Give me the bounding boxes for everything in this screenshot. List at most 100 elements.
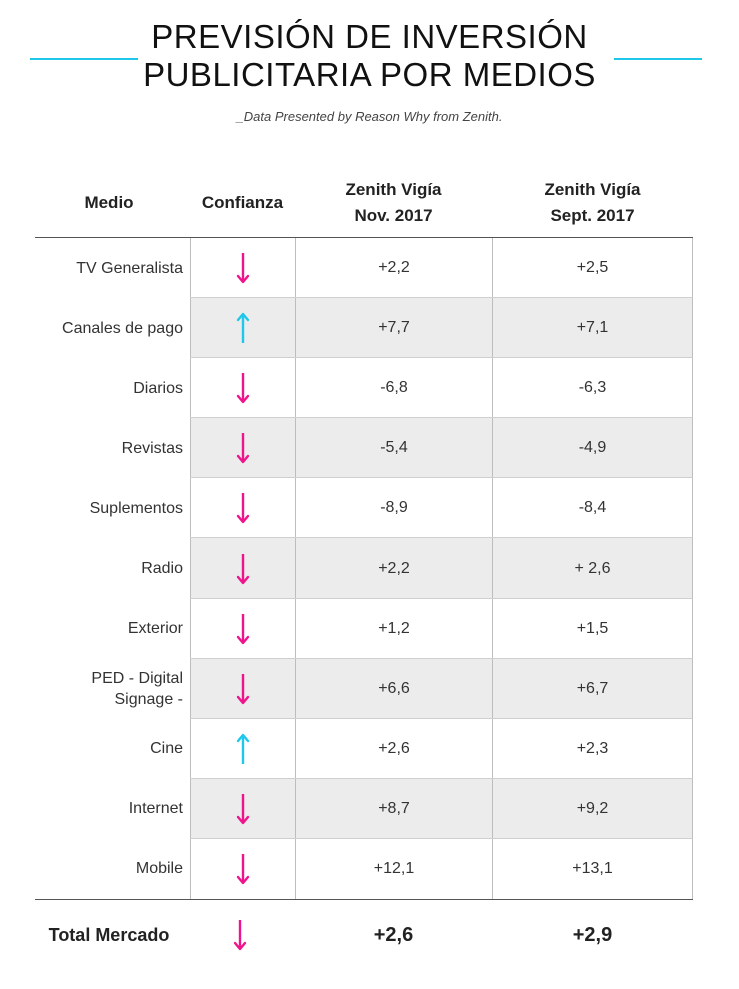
row-medio-label: Diarios: [133, 379, 183, 397]
header-nov: Zenith Vigía Nov. 2017: [295, 170, 492, 236]
row-confianza-cell: [190, 238, 295, 299]
total-confianza-arrow-cell: [190, 900, 290, 970]
total-label: Total Mercado: [48, 924, 170, 945]
row-separator: [190, 537, 693, 539]
row-confianza-cell: [190, 778, 295, 839]
arrow-down-icon: [236, 853, 250, 885]
arrow-down-icon: [236, 613, 250, 644]
table-row: Exterior +1,2 +1,5: [0, 598, 739, 659]
table-row: Canales de pago +7,7 +7,1: [0, 298, 739, 359]
row-sept-value: -6,3: [492, 358, 693, 419]
header-nov-line2: Nov. 2017: [354, 206, 433, 225]
arrow-down-icon: [236, 493, 250, 524]
row-confianza-cell: [190, 838, 295, 900]
row-medio-label: Mobile: [135, 860, 183, 878]
header-confianza: Confianza: [201, 193, 284, 212]
row-nov-value: +1,2: [295, 598, 492, 659]
header-sept: Zenith Vigía Sept. 2017: [492, 170, 693, 236]
row-sept-value: +13,1: [492, 838, 693, 900]
header-sept-line1: Zenith Vigía: [544, 180, 641, 199]
arrow-down-icon: [236, 433, 250, 464]
table-row: Revistas -5,4 -4,9: [0, 418, 739, 479]
arrow-down-icon: [236, 793, 250, 825]
row-sept-value: -8,4: [492, 478, 693, 539]
table-top-rule: [35, 237, 693, 238]
decorative-line-left: [30, 58, 138, 60]
row-nov-value: +8,7: [295, 778, 492, 839]
header-nov-line1: Zenith Vigía: [345, 180, 442, 199]
row-separator: [190, 597, 693, 599]
row-sept-value: +1,5: [492, 598, 693, 659]
row-medio-label: TV Generalista: [76, 259, 183, 277]
row-nov-value: -8,9: [295, 478, 492, 539]
row-sept-value: + 2,6: [492, 538, 693, 599]
table-row: Cine +2,6 +2,3: [0, 718, 739, 779]
total-nov-value: +2,6: [373, 923, 414, 946]
row-confianza-cell: [190, 658, 295, 719]
row-medio-label: Revistas: [121, 439, 183, 457]
subtitle: _Data Presented by Reason Why from Zenit…: [236, 109, 503, 124]
row-confianza-cell: [190, 478, 295, 539]
arrow-down-icon: [233, 920, 247, 951]
table-bottom-rule: [35, 899, 693, 900]
table-row: Mobile +12,1 +13,1: [0, 838, 739, 900]
table-body: TV Generalista +2,2 +2,5 Canales de pago +7,…: [0, 238, 739, 900]
arrow-up-icon: [236, 733, 250, 764]
row-medio-label: Radio: [141, 560, 183, 578]
table-row: Suplementos -8,9 -8,4: [0, 478, 739, 539]
row-medio-label: Suplementos: [89, 499, 183, 517]
row-nov-value: -5,4: [295, 418, 492, 479]
row-sept-value: +2,3: [492, 718, 693, 779]
total-sept-value: +2,9: [572, 923, 613, 946]
row-sept-value: +9,2: [492, 778, 693, 839]
row-nov-value: +6,6: [295, 658, 492, 719]
row-nov-value: -6,8: [295, 358, 492, 419]
row-medio-label: Internet: [128, 800, 183, 818]
row-medio-label: Canales de pago: [62, 319, 183, 337]
table-row: Internet +8,7 +9,2: [0, 778, 739, 839]
row-confianza-cell: [190, 598, 295, 659]
row-nov-value: +7,7: [295, 298, 492, 359]
row-separator: [190, 657, 693, 659]
table-row: TV Generalista +2,2 +2,5: [0, 238, 739, 299]
row-nov-value: +2,6: [295, 718, 492, 779]
row-sept-value: +6,7: [492, 658, 693, 719]
row-sept-value: +2,5: [492, 238, 693, 299]
row-separator: [190, 477, 693, 479]
title-block: PREVISIÓN DE INVERSIÓN PUBLICITARIA POR …: [0, 18, 739, 94]
row-separator: [190, 837, 693, 839]
row-separator: [190, 417, 693, 419]
table-row: Diarios -6,8 -6,3: [0, 358, 739, 419]
arrow-up-icon: [236, 312, 250, 344]
arrow-down-icon: [236, 553, 250, 584]
row-medio-label: Cine: [150, 740, 183, 758]
row-sept-value: -4,9: [492, 418, 693, 479]
table-row: PED - Digital Signage - +6,6 +6,7: [0, 658, 739, 719]
header-sept-line2: Sept. 2017: [550, 206, 635, 225]
title-line-1: PREVISIÓN DE INVERSIÓN: [151, 18, 588, 55]
row-separator: [190, 357, 693, 359]
page-title: PREVISIÓN DE INVERSIÓN PUBLICITARIA POR …: [0, 18, 739, 94]
row-nov-value: +12,1: [295, 838, 492, 900]
row-confianza-cell: [190, 718, 295, 779]
row-separator: [190, 297, 693, 299]
row-confianza-cell: [190, 298, 295, 359]
row-confianza-cell: [190, 358, 295, 419]
row-nov-value: +2,2: [295, 238, 492, 299]
arrow-down-icon: [236, 673, 250, 704]
row-nov-value: +2,2: [295, 538, 492, 599]
row-separator: [190, 717, 693, 719]
row-separator: [190, 777, 693, 779]
row-confianza-cell: [190, 538, 295, 599]
row-confianza-cell: [190, 418, 295, 479]
row-sept-value: +7,1: [492, 298, 693, 359]
table-row: Radio +2,2 + 2,6: [0, 538, 739, 599]
row-medio-label: Exterior: [127, 620, 183, 638]
decorative-line-right: [614, 58, 702, 60]
title-line-2: PUBLICITARIA POR MEDIOS: [143, 56, 596, 93]
arrow-down-icon: [236, 253, 250, 284]
table-header: Medio Confianza Zenith Vigía Nov. 2017 Z…: [0, 170, 739, 236]
row-medio-label: PED - Digital Signage -: [91, 669, 183, 708]
arrow-down-icon: [236, 373, 250, 404]
total-row: Total Mercado +2,6 +2,9: [0, 900, 739, 970]
